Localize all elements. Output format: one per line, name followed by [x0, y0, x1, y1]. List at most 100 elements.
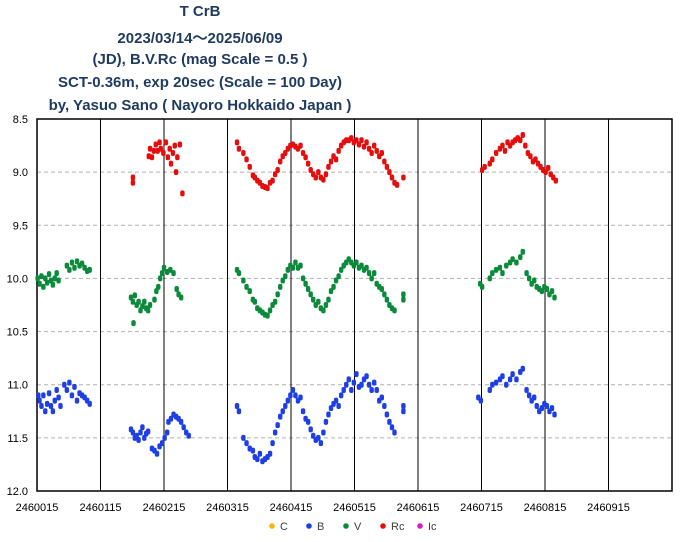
- chart-subtitle-dates: 2023/03/14～2025/06/09: [117, 30, 283, 47]
- point-b: [293, 392, 298, 399]
- legend-marker-c: [269, 523, 275, 529]
- point-b: [275, 422, 280, 429]
- point-v: [328, 288, 334, 295]
- point-v: [244, 283, 249, 290]
- chart-title: T CrB: [179, 3, 221, 20]
- legend-marker-v: [343, 523, 349, 529]
- point-v: [308, 291, 313, 298]
- point-b: [39, 402, 44, 409]
- point-rc: [387, 169, 392, 176]
- point-rc: [520, 131, 525, 138]
- point-rc: [523, 142, 528, 149]
- point-v: [336, 273, 341, 280]
- point-v: [285, 266, 291, 273]
- point-v: [159, 270, 165, 277]
- point-v: [520, 248, 525, 255]
- y-tick-label: 9.5: [13, 220, 28, 232]
- y-tick-label: 9.0: [13, 167, 28, 179]
- point-v: [278, 283, 283, 290]
- point-v: [145, 307, 151, 314]
- point-b: [36, 392, 41, 399]
- legend-label-b: B: [317, 521, 324, 533]
- point-b: [387, 418, 392, 425]
- point-b: [267, 450, 273, 457]
- point-v: [267, 307, 273, 314]
- point-b: [255, 456, 260, 463]
- legend-marker-rc: [380, 523, 386, 529]
- point-rc: [313, 174, 318, 181]
- point-v: [354, 259, 359, 266]
- point-rc: [500, 142, 505, 149]
- point-v: [369, 275, 374, 282]
- point-v: [161, 264, 167, 271]
- point-rc: [180, 190, 185, 197]
- x-tick-label: 2460115: [79, 502, 121, 514]
- point-v: [132, 292, 137, 299]
- point-b: [389, 424, 395, 431]
- point-v: [333, 277, 339, 284]
- point-v: [272, 298, 278, 305]
- point-v: [265, 312, 270, 319]
- legend-marker-ic: [417, 523, 423, 529]
- point-v: [41, 283, 46, 290]
- point-b: [37, 397, 42, 404]
- point-v: [514, 259, 519, 266]
- point-b: [74, 397, 80, 404]
- point-b: [401, 408, 406, 415]
- point-rc: [275, 167, 280, 174]
- point-rc: [321, 176, 326, 183]
- point-b: [159, 440, 165, 447]
- point-b: [168, 415, 174, 422]
- point-v: [305, 286, 311, 293]
- y-tick-label: 10.0: [7, 273, 28, 285]
- point-rc: [356, 141, 362, 148]
- point-rc: [163, 139, 169, 146]
- point-b: [346, 376, 351, 383]
- point-rc: [336, 147, 341, 154]
- point-b: [50, 408, 56, 415]
- point-rc: [389, 174, 395, 181]
- point-rc: [167, 145, 172, 152]
- point-b: [178, 418, 184, 425]
- point-v: [487, 275, 492, 282]
- point-rc: [482, 163, 487, 170]
- point-v: [552, 294, 557, 301]
- point-rc: [298, 142, 303, 149]
- point-v: [490, 270, 495, 277]
- point-v: [241, 277, 246, 284]
- point-b: [369, 387, 374, 394]
- point-v: [147, 302, 153, 308]
- point-v: [549, 288, 555, 295]
- chart-subtitle-instrument: SCT-0.36m, exp 20sec (Scale = 100 Day): [58, 74, 342, 91]
- point-rc: [149, 154, 155, 161]
- point-rc: [366, 145, 372, 152]
- x-tick-label: 2460215: [143, 502, 186, 514]
- point-v: [290, 264, 296, 271]
- point-b: [318, 440, 324, 447]
- point-b: [532, 394, 537, 401]
- point-rc: [158, 145, 164, 152]
- point-v: [338, 266, 344, 273]
- legend-label-c: C: [280, 521, 288, 533]
- point-b: [305, 418, 311, 425]
- point-b: [298, 394, 303, 401]
- point-rc: [278, 158, 283, 165]
- point-v: [152, 296, 157, 303]
- point-b: [364, 373, 369, 380]
- point-v: [130, 298, 136, 305]
- point-b: [250, 447, 256, 454]
- point-b: [539, 405, 545, 412]
- point-v: [64, 262, 70, 269]
- point-rc: [130, 179, 136, 186]
- point-v: [300, 275, 306, 282]
- point-v: [178, 294, 184, 301]
- point-v: [174, 286, 179, 293]
- point-v: [510, 256, 515, 263]
- point-rc: [328, 158, 334, 165]
- point-b: [288, 392, 293, 399]
- point-b: [300, 408, 306, 415]
- point-b: [272, 429, 278, 436]
- point-b: [504, 381, 509, 388]
- point-b: [244, 440, 249, 447]
- point-b: [520, 365, 525, 372]
